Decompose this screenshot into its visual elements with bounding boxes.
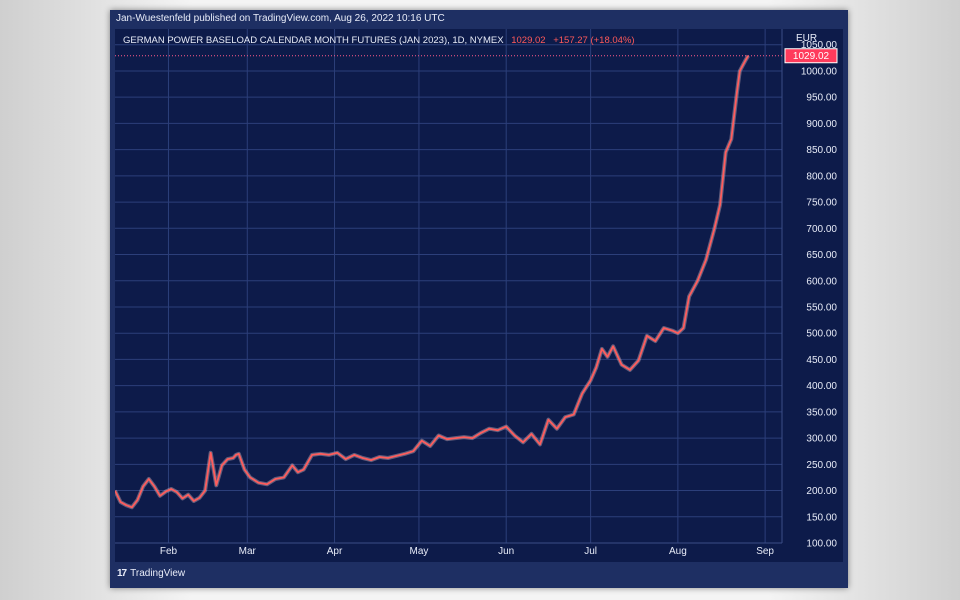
y-tick-label: 450.00 (806, 355, 837, 366)
y-tick-label: 850.00 (806, 145, 837, 156)
x-tick-label: Jul (584, 546, 597, 557)
y-tick-label: 750.00 (806, 198, 837, 209)
tradingview-brand: TradingView (130, 568, 186, 579)
published-caption: Jan-Wuestenfeld published on TradingView… (116, 13, 445, 24)
y-tick-label: 400.00 (806, 381, 837, 392)
y-tick-label: 600.00 (806, 276, 837, 287)
last-price-badge (784, 48, 838, 64)
y-tick-label: 950.00 (806, 93, 837, 104)
symbol-title: GERMAN POWER BASELOAD CALENDAR MONTH FUT… (123, 35, 504, 46)
chart-legend: GERMAN POWER BASELOAD CALENDAR MONTH FUT… (123, 35, 635, 46)
y-tick-label: 650.00 (806, 250, 837, 261)
currency-label: EUR (796, 33, 818, 44)
y-tick-label: 300.00 (806, 434, 837, 445)
x-tick-label: May (409, 546, 428, 557)
x-tick-label: Jun (498, 546, 514, 557)
x-tick-label: Feb (160, 546, 178, 557)
y-tick-label: 200.00 (806, 486, 837, 497)
tradingview-logo-icon: 17 (117, 568, 127, 579)
price-line (115, 55, 749, 509)
y-tick-label: 1000.00 (801, 66, 838, 77)
price-chart: 100.00 150.00 200.00 250.00 300.00 350.00 400.… (115, 29, 838, 557)
y-tick-label: 350.00 (806, 407, 837, 418)
y-tick-label: 900.00 (806, 119, 837, 130)
y-tick-label: 1050.00 (801, 40, 838, 51)
y-tick-label: 700.00 (806, 224, 837, 235)
price-change: +157.27 (+18.04%) (553, 35, 635, 46)
x-tick-label: Aug (669, 546, 687, 557)
footer: 17 TradingView (117, 568, 185, 579)
x-tick-label: Apr (327, 546, 343, 557)
y-tick-label: 550.00 (806, 302, 837, 313)
x-tick-label: Sep (756, 546, 774, 557)
y-tick-label: 500.00 (806, 329, 837, 340)
y-tick-label: 100.00 (806, 539, 837, 550)
y-tick-label: 150.00 (806, 512, 837, 523)
x-tick-label: Mar (239, 546, 257, 557)
y-tick-label: 800.00 (806, 171, 837, 182)
last-price-badge-label: 1029.02 (793, 51, 830, 62)
y-tick-label: 250.00 (806, 460, 837, 471)
plot-area: 100.00 150.00 200.00 250.00 300.00 350.00 400.… (115, 29, 843, 562)
chart-frame: Jan-Wuestenfeld published on TradingView… (110, 10, 848, 588)
last-price: 1029.02 (511, 35, 546, 46)
